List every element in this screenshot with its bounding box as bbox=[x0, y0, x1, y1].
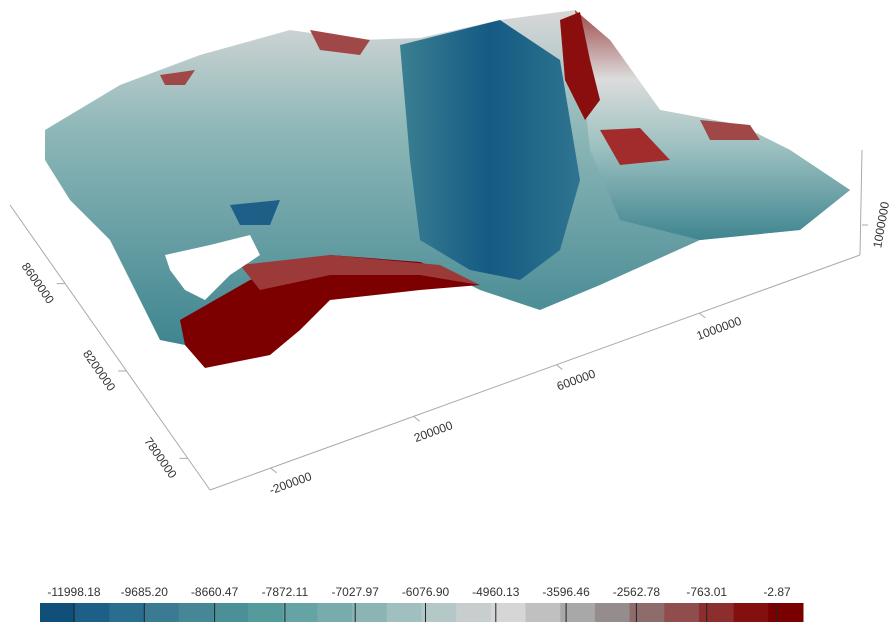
colorbar-cell bbox=[630, 603, 665, 622]
tick-mark bbox=[414, 416, 420, 421]
tick-label: 8600000 bbox=[19, 260, 57, 307]
colorbar-cell bbox=[560, 603, 595, 622]
tick-label: 600000 bbox=[555, 366, 598, 393]
colorbar-cell bbox=[248, 603, 283, 622]
surface bbox=[45, 10, 850, 368]
tick-label: 1000000 bbox=[870, 200, 892, 249]
colorbar-cell bbox=[213, 603, 248, 622]
colorbar-cell bbox=[317, 603, 352, 622]
colorbar-cell bbox=[75, 603, 110, 622]
tick-label: 8200000 bbox=[80, 347, 118, 394]
colorbar-label: -763.01 bbox=[686, 585, 727, 599]
colorbar-label: -8660.47 bbox=[191, 585, 239, 599]
colorbar-cell bbox=[40, 603, 75, 622]
surface-valley bbox=[400, 20, 580, 280]
colorbar-cell bbox=[352, 603, 387, 622]
colorbar-label: -3596.46 bbox=[542, 585, 590, 599]
colorbar-cell bbox=[768, 603, 803, 622]
z-axis-line bbox=[860, 150, 862, 255]
colorbar-cell bbox=[144, 603, 179, 622]
colorbar-cell bbox=[109, 603, 144, 622]
tick-mark bbox=[556, 365, 562, 370]
colorbar-cell bbox=[595, 603, 630, 622]
colorbar-label: -6076.90 bbox=[402, 585, 450, 599]
colorbar-label: -11998.18 bbox=[47, 585, 100, 599]
tick-label: -200000 bbox=[267, 469, 313, 497]
colorbar-cell bbox=[664, 603, 699, 622]
colorbar-cell bbox=[456, 603, 491, 622]
colorbar-cell bbox=[699, 603, 734, 622]
tick-label: 1000000 bbox=[695, 314, 744, 343]
colorbar-label: -4960.13 bbox=[472, 585, 520, 599]
tick-mark bbox=[271, 468, 277, 473]
colorbar-label: -2562.78 bbox=[613, 585, 661, 599]
tick-mark bbox=[699, 313, 705, 318]
tick-label: 7800000 bbox=[141, 435, 179, 482]
surface-peak bbox=[700, 120, 760, 140]
chart: -200000 200000 600000 1000000 7800000 8200000… bbox=[0, 0, 893, 625]
colorbar-cell bbox=[283, 603, 318, 622]
colorbar-label: -7027.97 bbox=[332, 585, 380, 599]
colorbar-label: -2.87 bbox=[763, 585, 791, 599]
colorbar-label: -9685.20 bbox=[121, 585, 169, 599]
colorbar-label: -7872.11 bbox=[262, 585, 309, 599]
colorbar-cell bbox=[387, 603, 422, 622]
colorbar-cell bbox=[179, 603, 214, 622]
colorbar-cell bbox=[422, 603, 457, 622]
tick-label: 200000 bbox=[412, 418, 455, 445]
colorbar-cell bbox=[526, 603, 561, 622]
colorbar-cell bbox=[734, 603, 769, 622]
